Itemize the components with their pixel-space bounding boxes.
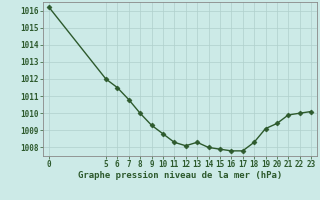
X-axis label: Graphe pression niveau de la mer (hPa): Graphe pression niveau de la mer (hPa) <box>78 171 282 180</box>
